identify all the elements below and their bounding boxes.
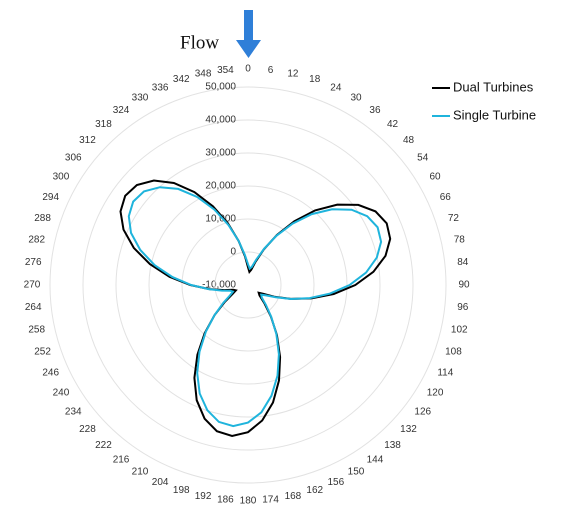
angle-label: 306 xyxy=(65,153,82,164)
angle-label: 60 xyxy=(429,172,441,183)
r-tick-label: -10,000 xyxy=(202,280,236,291)
r-tick-label: 20,000 xyxy=(205,181,236,192)
angle-label: 90 xyxy=(458,280,470,291)
angle-label: 120 xyxy=(427,388,444,399)
angle-label: 282 xyxy=(28,235,45,246)
angle-label: 336 xyxy=(152,82,169,93)
angle-label: 234 xyxy=(65,407,82,418)
angle-label: 354 xyxy=(217,65,234,76)
flow-arrow xyxy=(236,10,261,58)
angle-label: 240 xyxy=(53,388,70,399)
angle-label: 72 xyxy=(448,213,460,224)
angle-label: 108 xyxy=(445,346,462,357)
angle-label: 54 xyxy=(417,153,429,164)
r-tick-label: 0 xyxy=(230,247,236,258)
angle-label: 210 xyxy=(132,467,149,478)
angle-label: 222 xyxy=(95,440,112,451)
angle-label: 6 xyxy=(268,65,274,76)
angle-label: 78 xyxy=(454,235,466,246)
angle-label: 252 xyxy=(34,346,51,357)
angle-label: 132 xyxy=(400,424,417,435)
angle-label: 318 xyxy=(95,119,112,130)
angle-label: 48 xyxy=(403,135,415,146)
series-line xyxy=(127,186,383,428)
angle-label: 246 xyxy=(42,367,59,378)
angle-label: 288 xyxy=(34,213,51,224)
r-tick-label: 30,000 xyxy=(205,148,236,159)
grid-circle xyxy=(82,119,414,451)
angle-label: 342 xyxy=(173,74,190,85)
angle-label: 36 xyxy=(369,105,381,116)
r-tick-label: 10,000 xyxy=(205,214,236,225)
series-line xyxy=(119,179,392,438)
grid-circle xyxy=(49,86,447,484)
angle-label: 186 xyxy=(217,494,234,505)
angle-label: 114 xyxy=(437,367,453,378)
angle-label: 192 xyxy=(195,491,212,502)
angle-label: 156 xyxy=(328,477,345,488)
angle-label: 24 xyxy=(330,82,342,93)
angle-label: 0 xyxy=(245,64,251,75)
angle-label: 18 xyxy=(309,74,321,85)
angle-label: 324 xyxy=(113,105,130,116)
angle-label: 348 xyxy=(195,68,212,79)
angle-label: 258 xyxy=(28,325,45,336)
angle-label: 180 xyxy=(240,496,257,507)
angle-label: 138 xyxy=(384,440,401,451)
angle-label: 330 xyxy=(132,93,149,104)
angle-label: 12 xyxy=(287,68,299,79)
grid-circle xyxy=(148,185,348,385)
angle-label: 162 xyxy=(306,485,323,496)
angle-label: 264 xyxy=(25,302,42,313)
annotation: Flow xyxy=(180,32,219,53)
angle-label: 30 xyxy=(350,93,362,104)
angle-label: 198 xyxy=(173,485,190,496)
angle-label: 168 xyxy=(285,491,302,502)
angle-label: 66 xyxy=(440,192,452,203)
angle-label: 294 xyxy=(42,192,59,203)
r-tick-label: 50,000 xyxy=(205,82,236,93)
angle-label: 144 xyxy=(367,454,384,465)
angle-label: 300 xyxy=(53,172,70,183)
angle-label: 228 xyxy=(79,424,96,435)
legend-label: Dual Turbines xyxy=(453,79,534,94)
angle-label: 312 xyxy=(79,135,96,146)
angle-label: 96 xyxy=(457,302,469,313)
angle-label: 102 xyxy=(451,325,468,336)
grid-circle xyxy=(214,251,282,319)
angle-label: 270 xyxy=(24,280,41,291)
grid-circle xyxy=(181,218,315,352)
angle-label: 150 xyxy=(348,467,365,478)
legend-label: Single Turbine xyxy=(453,107,536,122)
angle-label: 204 xyxy=(152,477,169,488)
angle-label: 126 xyxy=(414,407,431,418)
angle-label: 216 xyxy=(113,454,130,465)
grid-circle xyxy=(115,152,381,418)
angle-label: 42 xyxy=(387,119,399,130)
angle-label: 276 xyxy=(25,257,42,268)
angle-label: 174 xyxy=(262,494,279,505)
angle-label: 84 xyxy=(457,257,469,268)
r-tick-label: 40,000 xyxy=(205,115,236,126)
